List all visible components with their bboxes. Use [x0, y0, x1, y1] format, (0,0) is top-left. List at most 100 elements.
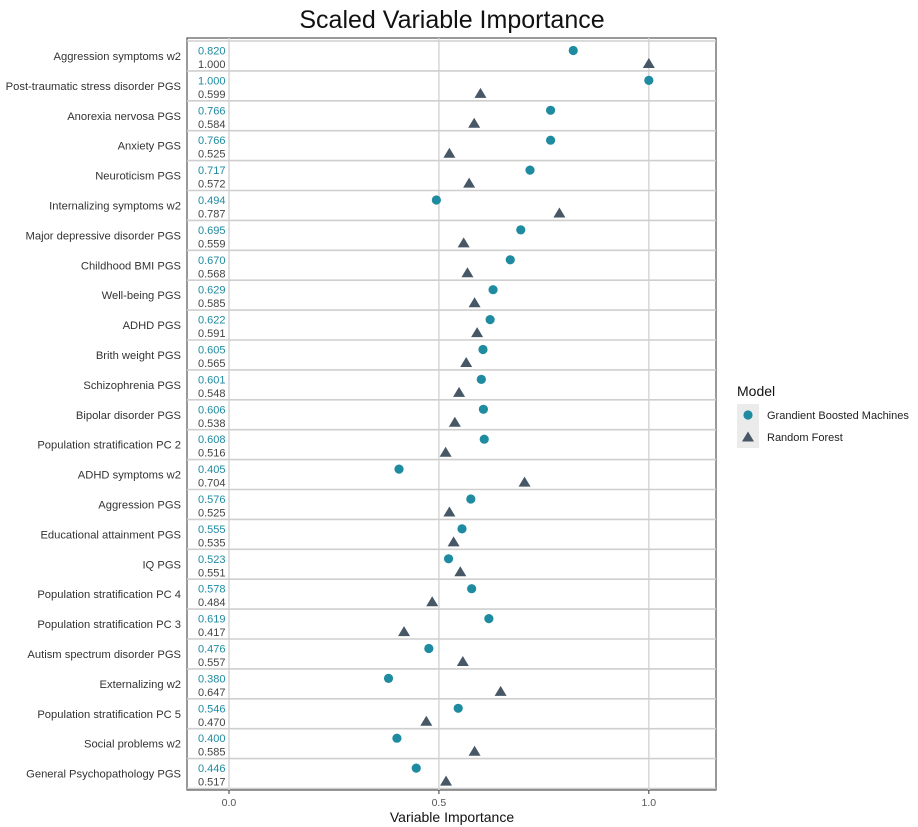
gbm-point [467, 584, 477, 594]
gbm-point [545, 135, 556, 145]
gbm-point [453, 703, 463, 713]
rf-point [398, 626, 411, 637]
rf-value-label: 0.525 [198, 149, 226, 161]
gbm-value-label: 0.608 [198, 434, 226, 446]
category-label: Population stratification PC 5 [37, 709, 181, 721]
x-axis-ticks: 0.0 0.5 1.0 [222, 790, 657, 809]
gbm-value-label: 0.606 [198, 404, 226, 416]
legend-label-gbm: Grandient Boosted Machines [767, 410, 909, 422]
gbm-point [479, 434, 489, 444]
plot-panel [186, 37, 717, 791]
gbm-value-label: 0.670 [198, 255, 226, 267]
rf-point [456, 656, 469, 666]
rf-point [420, 715, 433, 726]
category-label: Neuroticism PGS [95, 171, 181, 183]
gbm-point [431, 195, 441, 205]
rf-value-label: 0.591 [198, 328, 226, 340]
rf-value-label: 0.548 [198, 388, 226, 400]
gbm-point [488, 285, 498, 295]
gbm-value-label: 0.717 [198, 165, 226, 177]
gbm-value-label: 0.629 [198, 285, 226, 297]
rf-value-label: 0.565 [198, 358, 226, 370]
category-label: Anorexia nervosa PGS [67, 111, 181, 123]
rf-value-label: 0.517 [198, 777, 226, 789]
x-tick-label: 0.0 [222, 797, 237, 809]
x-tick-label: 1.0 [642, 797, 657, 809]
category-label: Brith weight PGS [96, 350, 181, 362]
rf-point [447, 536, 460, 547]
grid-lines [228, 38, 650, 790]
gbm-value-label: 0.546 [198, 703, 226, 715]
gbm-point [424, 643, 434, 654]
gbm-value-label: 0.601 [198, 374, 226, 386]
rf-point [426, 596, 439, 607]
gbm-value-label: 0.380 [198, 673, 226, 685]
gbm-point [392, 733, 402, 743]
gbm-point [383, 673, 394, 684]
rf-point [454, 566, 467, 577]
gbm-value-label: 0.820 [198, 46, 226, 58]
rf-point [468, 117, 481, 128]
gbm-point [394, 464, 404, 474]
rf-value-label: 0.557 [198, 657, 226, 669]
gbm-value-label: 0.405 [198, 464, 226, 476]
rf-point [439, 446, 452, 457]
gbm-point [478, 344, 488, 355]
category-label: Educational attainment PGS [40, 529, 181, 541]
rf-point [453, 386, 466, 397]
gbm-point [411, 763, 421, 773]
category-label: Bipolar disorder PGS [76, 410, 181, 422]
rf-value-label: 0.470 [198, 717, 226, 729]
gbm-value-label: 0.622 [198, 315, 226, 327]
category-label: Externalizing w2 [100, 679, 181, 691]
rf-value-label: 0.535 [198, 537, 226, 549]
gbm-value-label: 0.446 [198, 763, 226, 775]
rf-value-label: 0.525 [198, 508, 226, 520]
gbm-value-label: 1.000 [198, 75, 226, 87]
category-label: Population stratification PC 3 [37, 619, 181, 631]
rf-value-label: 0.568 [198, 268, 226, 280]
rf-point [443, 506, 456, 517]
rf-value-label: 0.417 [198, 627, 226, 639]
gbm-value-label: 0.619 [198, 614, 226, 626]
rf-point [443, 147, 456, 158]
rf-point [518, 476, 531, 487]
rf-value-label: 1.000 [198, 59, 226, 71]
gbm-point [478, 404, 489, 414]
rf-point [471, 327, 484, 338]
rf-point [468, 297, 481, 308]
category-label: Aggression PGS [98, 499, 181, 511]
rf-point [474, 87, 487, 98]
gbm-value-label: 0.605 [198, 345, 226, 357]
rf-point [457, 237, 470, 248]
legend: Model Grandient Boosted Machines Random … [737, 383, 909, 448]
x-axis-title: Variable Importance [390, 809, 514, 825]
gbm-point [484, 614, 494, 624]
rf-value-label: 0.647 [198, 687, 226, 699]
gbm-point [485, 315, 495, 325]
rf-value-label: 0.516 [198, 448, 226, 460]
rf-value-label: 0.551 [198, 567, 226, 579]
rf-point [460, 357, 473, 367]
rf-point [463, 177, 476, 188]
gbm-point [457, 524, 467, 534]
rf-value-label: 0.559 [198, 238, 226, 250]
category-label: Anxiety PGS [118, 141, 181, 153]
legend-key-gbm [743, 410, 753, 420]
gbm-point [443, 554, 454, 564]
category-label: Schizophrenia PGS [83, 380, 181, 392]
rf-value-label: 0.584 [198, 119, 226, 131]
category-label: Population stratification PC 2 [37, 440, 181, 452]
gbm-value-label: 0.578 [198, 584, 226, 596]
rf-point [642, 58, 655, 68]
gbm-value-label: 0.494 [198, 195, 226, 207]
category-label: Autism spectrum disorder PGS [27, 649, 181, 661]
gbm-point [545, 105, 556, 115]
rf-value-label: 0.484 [198, 597, 226, 609]
rf-value-label: 0.787 [198, 209, 226, 221]
gbm-value-label: 0.695 [198, 225, 226, 237]
rf-point [448, 416, 461, 427]
data-marks: 0.8201.0001.0000.5990.7660.5840.7660.525… [198, 46, 655, 789]
legend-key-rf [742, 431, 754, 442]
